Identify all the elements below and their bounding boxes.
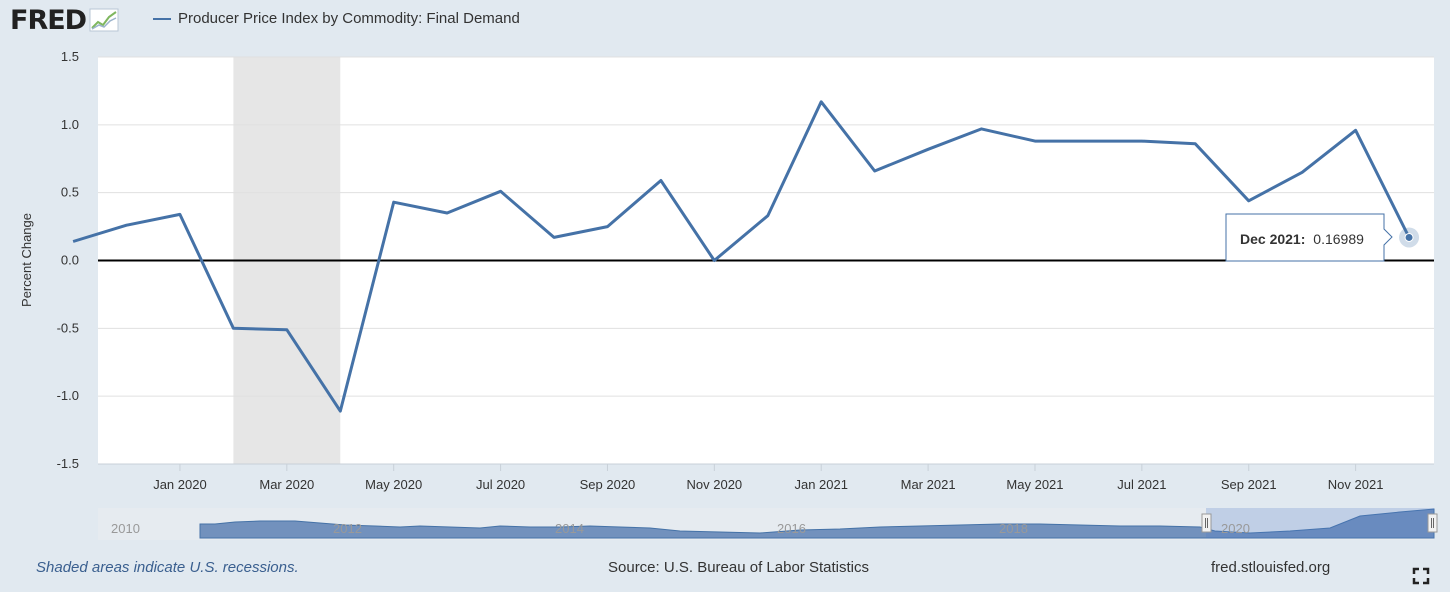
- navigator-handle-right[interactable]: [1427, 513, 1438, 533]
- x-tick-label: Sep 2020: [580, 477, 636, 492]
- x-tick-label: Jul 2020: [476, 477, 525, 492]
- fred-logo[interactable]: FRED: [10, 3, 119, 37]
- navigator-label: 2014: [555, 521, 584, 536]
- y-axis-ticks: 1.5 1.0 0.5 0.0 -0.5 -1.0 -1.5: [57, 49, 79, 471]
- navigator-label: 2016: [777, 521, 806, 536]
- navigator-label: 2020: [1221, 521, 1250, 536]
- y-tick-label: 1.0: [61, 117, 79, 132]
- navigator-label: 2010: [111, 521, 140, 536]
- recession-note: Shaded areas indicate U.S. recessions.: [36, 559, 299, 576]
- hover-point[interactable]: [1404, 232, 1414, 242]
- x-tick-label: Mar 2020: [259, 477, 314, 492]
- navigator-selection[interactable]: [1206, 508, 1434, 538]
- legend-label: Producer Price Index by Commodity: Final…: [178, 10, 520, 27]
- navigator-series: [199, 508, 1435, 539]
- y-tick-label: 0.5: [61, 185, 79, 200]
- tooltip: Dec 2021: 0.16989: [1225, 213, 1393, 262]
- navigator-label: 2012: [333, 521, 362, 536]
- fred-logo-text: FRED: [10, 4, 87, 36]
- navigator-labels: 2010 2012 2014 2016 2018 2020: [111, 521, 1250, 536]
- y-tick-label: -1.0: [57, 388, 79, 403]
- source-text: Source: U.S. Bureau of Labor Statistics: [608, 559, 869, 576]
- y-axis-title: Percent Change: [19, 213, 34, 307]
- navigator[interactable]: 2010 2012 2014 2016 2018 2020: [98, 508, 1438, 540]
- series-points: [1399, 227, 1420, 248]
- chart: 1.51.00.50.0-0.5-1.0-1.5 Percent Change …: [19, 49, 1438, 540]
- x-tick-label: Mar 2021: [901, 477, 956, 492]
- x-tick-label: Nov 2021: [1328, 477, 1384, 492]
- x-tick-label: Sep 2021: [1221, 477, 1277, 492]
- x-tick-label: May 2021: [1006, 477, 1063, 492]
- y-tick-label: -0.5: [57, 320, 79, 335]
- y-tick-label: -1.5: [57, 456, 79, 471]
- tooltip-value: 0.16989: [1313, 231, 1364, 247]
- y-tick-label: 1.5: [61, 49, 79, 64]
- series-line[interactable]: [72, 100, 1411, 413]
- tooltip-box: [1225, 213, 1393, 262]
- svg-text:Dec 2021: 0.16989: Dec 2021: 0.16989: [1240, 231, 1364, 247]
- fred-graph-icon: [89, 8, 119, 32]
- chart-header: FRED Producer Price Index by Commodity: …: [0, 0, 1450, 40]
- fullscreen-icon[interactable]: [1412, 567, 1430, 585]
- x-tick-label: Jan 2021: [794, 477, 848, 492]
- legend[interactable]: Producer Price Index by Commodity: Final…: [153, 10, 520, 27]
- navigator-handle-left[interactable]: [1201, 513, 1212, 533]
- tooltip-date: Dec 2021:: [1240, 231, 1305, 247]
- legend-swatch: [153, 17, 171, 20]
- y-tick-label: 0.0: [61, 253, 79, 268]
- x-tick-label: Nov 2020: [687, 477, 743, 492]
- x-tick-label: Jan 2020: [153, 477, 207, 492]
- fred-url-link[interactable]: fred.stlouisfed.org: [1211, 559, 1331, 576]
- x-tick-label: Jul 2021: [1117, 477, 1166, 492]
- x-axis-ticks: Jan 2020 Mar 2020 May 2020 Jul 2020 Sep 2020…: [153, 464, 1383, 492]
- navigator-label: 2018: [999, 521, 1028, 536]
- x-tick-label: May 2020: [365, 477, 422, 492]
